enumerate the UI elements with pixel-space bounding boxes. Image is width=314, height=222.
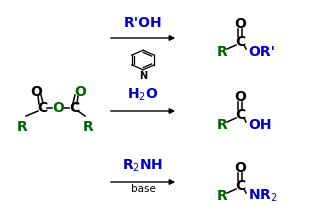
Text: R'OH: R'OH <box>124 16 162 30</box>
Text: base: base <box>131 184 155 194</box>
Text: NR$_2$: NR$_2$ <box>248 188 277 204</box>
Text: O: O <box>234 161 246 175</box>
Text: C: C <box>235 108 245 122</box>
Text: O: O <box>74 85 86 99</box>
Text: O: O <box>30 85 42 99</box>
Text: O: O <box>234 17 246 31</box>
Text: C: C <box>69 101 79 115</box>
Text: N: N <box>139 71 147 81</box>
Text: R: R <box>17 120 27 134</box>
Text: H$_2$O: H$_2$O <box>127 87 159 103</box>
Text: R: R <box>217 189 227 203</box>
Text: R: R <box>217 45 227 59</box>
Text: O: O <box>52 101 64 115</box>
Text: R$_2$NH: R$_2$NH <box>122 158 164 174</box>
Text: R: R <box>83 120 93 134</box>
Text: O: O <box>234 90 246 104</box>
Text: C: C <box>235 179 245 193</box>
Text: R: R <box>217 118 227 132</box>
Text: OR': OR' <box>248 45 275 59</box>
Text: OH: OH <box>248 118 272 132</box>
Text: C: C <box>37 101 47 115</box>
Text: C: C <box>235 35 245 49</box>
